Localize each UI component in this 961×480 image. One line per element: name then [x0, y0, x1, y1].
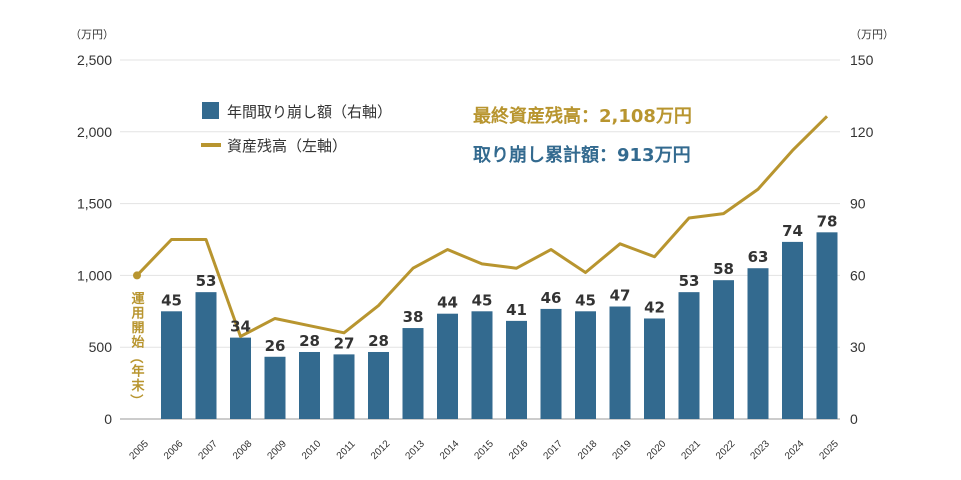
- bar: [678, 292, 700, 419]
- bar-data-label: 42: [644, 298, 665, 316]
- bar: [575, 311, 596, 419]
- start-label-char: 用: [130, 307, 144, 322]
- balance-line: [135, 115, 829, 338]
- start-label-char: ）: [128, 394, 144, 407]
- bar: [264, 356, 286, 419]
- bar-data-label: 46: [541, 289, 562, 307]
- data-labels: 45 53 34 26 28 27 28 38 44 45 41 46 45 47 42 53 58 63 74 78: [161, 212, 837, 354]
- bar-data-label: 53: [196, 272, 217, 290]
- bar-data-label: 63: [748, 248, 769, 266]
- bar: [195, 292, 217, 419]
- start-label-char: （: [128, 350, 144, 363]
- start-label-char: 始: [131, 335, 144, 351]
- x-tick-label: 2010: [300, 438, 324, 462]
- x-tick-label: 2012: [369, 438, 393, 462]
- x-tick-label: 2008: [231, 438, 255, 462]
- right-axis: 0 30 60 90 120 150: [850, 52, 874, 427]
- left-tick-label: 0: [104, 411, 112, 427]
- bar-data-label: 47: [610, 287, 631, 305]
- start-label-char: 運: [131, 292, 144, 307]
- bar: [437, 313, 458, 419]
- right-tick-label: 90: [850, 196, 866, 212]
- start-label-char: 開: [131, 321, 144, 336]
- bar: [230, 337, 251, 419]
- x-tick-label: 2009: [265, 438, 289, 462]
- bar-data-label: 78: [817, 212, 838, 230]
- start-label-char: 年: [131, 364, 144, 380]
- bar: [816, 232, 838, 419]
- right-tick-label: 150: [850, 52, 874, 68]
- x-tick-label: 2013: [403, 438, 427, 462]
- left-tick-label: 1,000: [77, 267, 112, 283]
- bar: [713, 280, 734, 419]
- legend-bar-label: 年間取り崩し額（右軸）: [227, 103, 392, 121]
- bar: [609, 306, 631, 419]
- bar-data-label: 28: [368, 332, 389, 350]
- x-tick-label: 2017: [541, 438, 565, 462]
- bar-data-label: 34: [230, 318, 251, 336]
- x-tick-label: 2019: [610, 438, 634, 462]
- right-tick-label: 60: [850, 267, 866, 283]
- line-series: [133, 115, 829, 338]
- annotation-final-balance: 最終資産残高：2,108万円: [473, 105, 692, 127]
- bar-data-label: 38: [403, 308, 424, 326]
- bar: [782, 241, 803, 419]
- bar-data-label: 26: [265, 337, 286, 355]
- bar-data-label: 27: [334, 334, 355, 352]
- legend-line-label: 資産残高（左軸）: [227, 137, 347, 155]
- bar: [368, 351, 389, 419]
- x-tick-label: 2023: [748, 438, 772, 462]
- bar: [506, 320, 527, 419]
- bar-data-label: 58: [713, 260, 734, 278]
- x-tick-label: 2015: [472, 438, 496, 462]
- start-point: [133, 271, 141, 280]
- bar: [299, 351, 320, 419]
- x-tick-label: 2022: [714, 438, 738, 462]
- left-tick-label: 500: [89, 339, 113, 355]
- bar-data-label: 28: [299, 332, 320, 350]
- bar-data-label: 44: [437, 294, 458, 312]
- bar: [540, 308, 562, 419]
- left-tick-label: 2,000: [77, 124, 112, 140]
- legend-bar-swatch: [202, 102, 219, 119]
- left-tick-label: 1,500: [77, 196, 112, 212]
- bar-data-label: 74: [782, 222, 803, 240]
- right-tick-label: 120: [850, 124, 874, 140]
- bar-data-label: 45: [161, 291, 182, 309]
- bar-data-label: 53: [679, 272, 700, 290]
- x-tick-label: 2005: [127, 438, 151, 462]
- bar: [644, 318, 665, 419]
- left-tick-label: 2,500: [77, 52, 112, 68]
- x-tick-label: 2024: [783, 438, 807, 462]
- x-tick-label: 2014: [438, 438, 462, 462]
- right-tick-label: 0: [850, 411, 858, 427]
- x-tick-label: 2018: [576, 438, 600, 462]
- left-axis: 0 500 1,000 1,500 2,000 2,500: [77, 52, 112, 427]
- x-tick-label: 2016: [507, 438, 531, 462]
- right-axis-unit: （万円）: [850, 28, 894, 41]
- bar-data-label: 41: [506, 301, 527, 319]
- right-tick-label: 30: [850, 339, 866, 355]
- annotation-total-withdrawal: 取り崩し累計額：913万円: [473, 144, 691, 166]
- x-tick-label: 2021: [679, 438, 703, 462]
- start-label-char: 末: [130, 378, 145, 394]
- x-tick-label: 2006: [162, 438, 186, 462]
- x-tick-label: 2007: [196, 438, 220, 462]
- bar-data-label: 45: [472, 291, 493, 309]
- bar-series: [161, 232, 838, 419]
- x-tick-label: 2020: [645, 438, 669, 462]
- bar: [333, 354, 355, 419]
- x-tick-label: 2011: [335, 438, 358, 461]
- bar: [747, 268, 769, 419]
- bar: [402, 328, 424, 419]
- left-axis-unit: （万円）: [70, 28, 114, 41]
- x-axis: 2005 2006 2007 2008 2009 2010 2011 2012 2013 2014…: [127, 438, 841, 462]
- bar: [161, 311, 182, 419]
- bar-data-label: 45: [575, 291, 596, 309]
- legend: 年間取り崩し額（右軸） 資産残高（左軸）: [201, 102, 392, 155]
- bar: [471, 311, 493, 419]
- x-tick-label: 2025: [817, 438, 841, 462]
